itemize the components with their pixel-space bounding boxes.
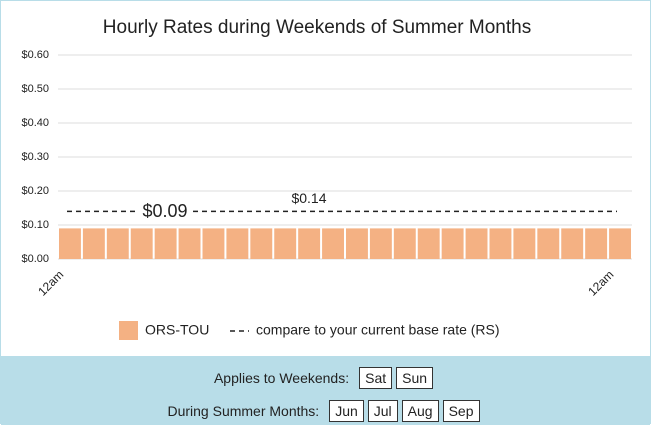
months-row: During Summer Months: Jun Jul Aug Sep [1, 400, 650, 422]
y-tick-label: $0.40 [21, 117, 49, 129]
filter-label: During Summer Months: [167, 403, 320, 419]
legend-swatch [119, 321, 138, 340]
bar [130, 228, 153, 259]
bar [59, 228, 81, 259]
annotation-bg [139, 201, 191, 220]
annotation: $0.09 [142, 201, 187, 221]
filter-option[interactable]: Sat [359, 367, 393, 389]
bar [274, 228, 297, 259]
bar [417, 228, 440, 259]
filter-option[interactable]: Aug [401, 400, 439, 422]
y-tick-label: $0.30 [21, 151, 49, 163]
chart: Hourly Rates during Weekends of Summer M… [21, 17, 632, 340]
chart-title: Hourly Rates during Weekends of Summer M… [103, 17, 531, 38]
bar [441, 228, 464, 259]
y-tick-label: $0.20 [21, 185, 49, 197]
y-tick-label: $0.00 [21, 253, 49, 265]
bar [537, 228, 560, 259]
filter-panel: Applies to Weekends: Sat Sun During Summer… [1, 356, 650, 425]
bar [322, 228, 344, 259]
filter-option[interactable]: Jun [329, 400, 364, 422]
bar [465, 228, 488, 259]
bar [250, 228, 273, 259]
bar [298, 228, 321, 259]
y-tick-label: $0.10 [21, 219, 49, 231]
filter-option[interactable]: Sep [442, 400, 480, 422]
bar [226, 228, 249, 259]
bar [369, 228, 392, 259]
bar [82, 228, 105, 259]
bar [513, 228, 536, 259]
bar [393, 228, 416, 259]
bar [561, 228, 584, 259]
y-tick-label: $0.60 [21, 49, 49, 61]
filter-option[interactable]: Jul [367, 400, 398, 422]
weekends-row: Applies to Weekends: Sat Sun [1, 367, 650, 389]
bar [106, 228, 129, 259]
reference-label: $0.14 [291, 190, 326, 206]
legend-label: ORS-TOU [145, 322, 209, 338]
bar [609, 228, 631, 259]
legend-label: compare to your current base rate (RS) [256, 322, 500, 338]
bar [346, 228, 368, 259]
bar [178, 228, 201, 259]
x-tick-label: 12am [585, 267, 616, 298]
x-tick-label: 12am [35, 267, 66, 298]
y-tick-label: $0.50 [21, 83, 49, 95]
filter-option[interactable]: Sun [396, 367, 434, 389]
bar [202, 228, 225, 259]
bar [154, 228, 177, 259]
bar [489, 228, 512, 259]
filter-label: Applies to Weekends: [213, 370, 350, 386]
bar [585, 228, 608, 259]
